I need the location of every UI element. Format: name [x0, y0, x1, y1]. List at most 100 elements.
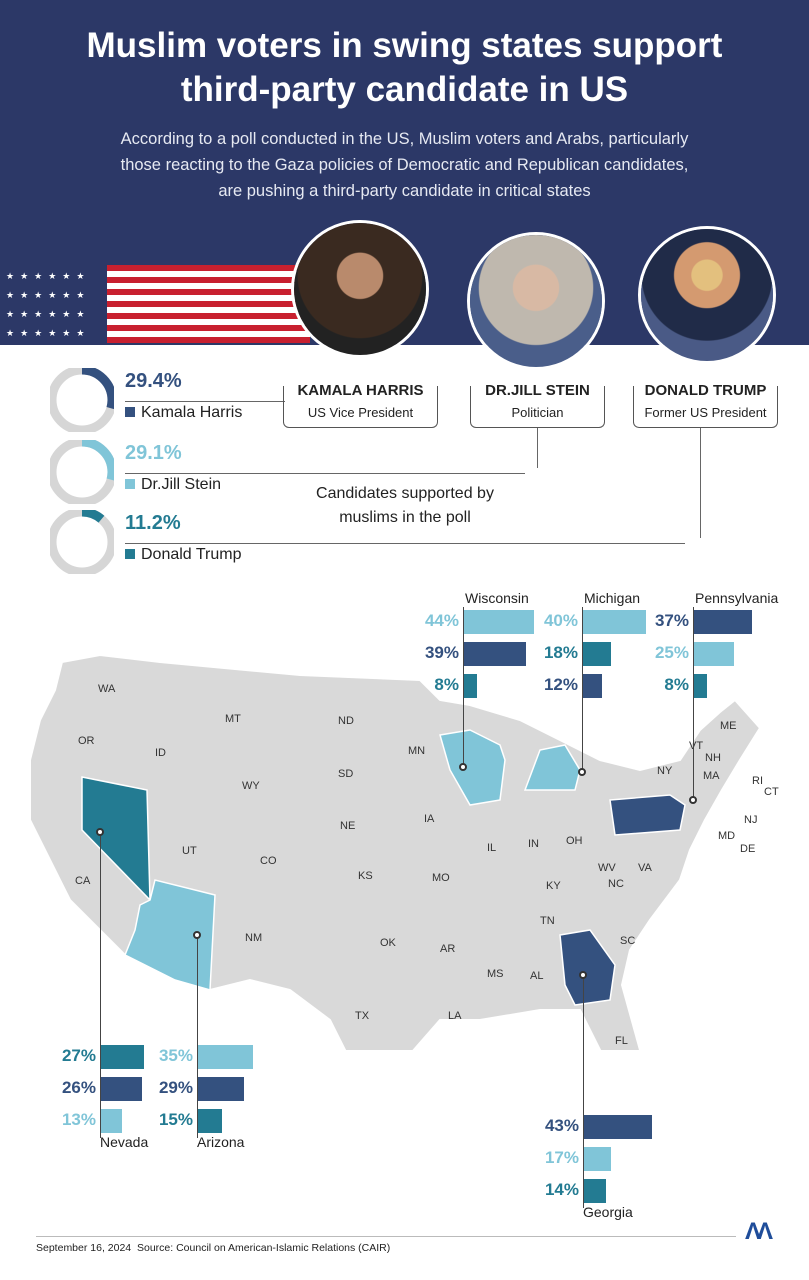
state-label: NM [245, 932, 263, 944]
state-label: UT [182, 845, 197, 857]
bar-pa-stein [694, 642, 734, 666]
stein-photo [467, 232, 605, 370]
state-label: CA [75, 875, 91, 887]
bar-value: 44% [424, 611, 459, 630]
bar-value: 14% [544, 1180, 579, 1199]
state-label: FL [615, 1035, 628, 1047]
state-label: KS [358, 870, 373, 882]
candidate-legend: Donald Trump [125, 546, 242, 564]
bar-nv-stein [101, 1109, 122, 1133]
bar-mi-stein [583, 610, 647, 634]
state-label: MA [703, 770, 720, 782]
bar-value: 8% [434, 675, 459, 694]
candidate-card: DR.JILL STEIN Politician [470, 382, 605, 428]
state-label: SC [620, 935, 636, 947]
state-label: IN [528, 838, 539, 850]
bar-pa-harris [694, 610, 753, 634]
bar-ga-harris [584, 1115, 652, 1139]
state-label: MT [225, 713, 241, 725]
state-label: AL [530, 970, 544, 982]
state-label: NH [705, 752, 721, 764]
bar-value: 27% [61, 1046, 96, 1065]
state-label: DE [740, 843, 756, 855]
bar-wi-trump [464, 674, 477, 698]
state-label: SD [338, 768, 354, 780]
state-title: Arizona [197, 1134, 245, 1150]
header: Muslim voters in swing states support th… [0, 0, 809, 370]
candidate-percent: 29.1% [125, 442, 182, 464]
subtitle: According to a poll conducted in the US,… [120, 130, 689, 200]
state-title: Georgia [583, 1204, 633, 1220]
bar-nv-trump [101, 1045, 144, 1069]
bar-nv-harris [101, 1077, 143, 1101]
state-label: OH [566, 835, 583, 847]
connector-line [125, 543, 685, 544]
state-label: VA [638, 862, 652, 874]
bar-value: 8% [664, 675, 689, 694]
footer: September 16, 2024 Source: Council on Am… [36, 1242, 390, 1254]
bar-value: 40% [543, 611, 578, 630]
bar-az-trump [198, 1109, 222, 1133]
connector-line [125, 401, 285, 402]
state-label: RI [752, 775, 763, 787]
aa-logo: ΛΛ [745, 1218, 773, 1245]
candidate-card: DONALD TRUMP Former US President [633, 382, 778, 428]
state-label: OR [78, 735, 95, 747]
state-label: MN [408, 745, 426, 757]
harris-photo [291, 220, 429, 358]
state-label: WA [98, 683, 116, 695]
state-pa [609, 794, 686, 836]
bar-value: 17% [544, 1148, 579, 1167]
state-title: Michigan [584, 590, 641, 606]
state-marker [459, 763, 467, 771]
bar-value: 39% [424, 643, 459, 662]
state-title: Pennsylvania [695, 590, 779, 606]
bar-value: 25% [654, 643, 689, 662]
donut-fill [50, 510, 114, 574]
state-mi [523, 744, 581, 791]
bar-value: 18% [543, 643, 578, 662]
state-label: MD [718, 830, 736, 842]
state-label: ND [338, 715, 354, 727]
bar-value: 29% [158, 1078, 193, 1097]
state-label: MO [432, 872, 450, 884]
state-az [124, 879, 216, 991]
state-label: CO [260, 855, 277, 867]
state-label: IL [487, 842, 497, 854]
bar-pa-trump [694, 674, 707, 698]
state-ga [559, 929, 616, 1006]
state-label: ME [720, 720, 737, 732]
state-wi [439, 729, 506, 806]
bar-value: 15% [158, 1110, 193, 1129]
bar-ga-stein [584, 1147, 611, 1171]
state-label: ID [155, 747, 166, 759]
bar-value: 43% [544, 1116, 579, 1135]
state-title: Wisconsin [465, 590, 529, 606]
state-label: NC [608, 878, 624, 890]
state-marker [578, 768, 586, 776]
bar-ga-trump [584, 1179, 607, 1203]
bar-wi-stein [464, 610, 534, 634]
state-label: WY [242, 780, 260, 792]
bar-value: 35% [158, 1046, 193, 1065]
state-label: TN [540, 915, 555, 927]
state-marker [689, 796, 697, 804]
state-label: NY [657, 765, 673, 777]
bar-mi-trump [583, 642, 612, 666]
candidate-legend: Dr.Jill Stein [125, 476, 221, 494]
state-label: KY [546, 880, 561, 892]
trump-photo [638, 226, 776, 364]
bar-value: 13% [61, 1110, 96, 1129]
candidate-card: KAMALA HARRIS US Vice President [283, 382, 438, 428]
us-map [29, 653, 762, 1050]
candidate-legend: Kamala Harris [125, 404, 242, 422]
state-label: NJ [744, 814, 758, 826]
donut-0 [50, 368, 114, 432]
bar-wi-harris [464, 642, 526, 666]
bar-az-stein [198, 1045, 254, 1069]
bar-value: 12% [543, 675, 578, 694]
center-note: Candidates supported by muslims in the p… [316, 485, 494, 526]
state-label: MS [487, 968, 504, 980]
state-marker [96, 828, 104, 836]
state-label: OK [380, 937, 396, 949]
